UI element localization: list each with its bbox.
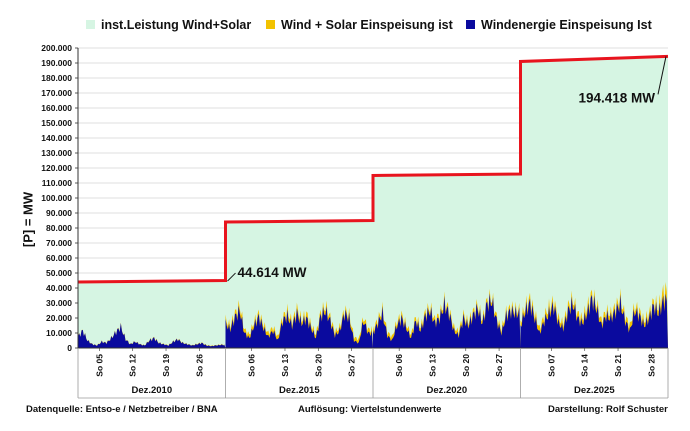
annotations: 44.614 MW 194.418 MW — [227, 56, 667, 282]
series-wind-0 — [78, 323, 226, 348]
y-tick-label: 40.000 — [46, 283, 72, 293]
y-tick-label: 60.000 — [46, 253, 72, 263]
x-tick-label: So 13 — [280, 354, 290, 377]
series-wind-3 — [520, 293, 668, 348]
y-tick-label: 100.000 — [41, 193, 72, 203]
y-tick-label: 180.000 — [41, 73, 72, 83]
x-period-label: Dez.2020 — [426, 385, 467, 396]
y-tick-label: 190.000 — [41, 58, 72, 68]
x-period-label: Dez.2015 — [279, 385, 320, 396]
series-wind-1 — [225, 305, 373, 348]
y-tick-label: 200.000 — [41, 43, 72, 53]
x-tick-label: So 05 — [94, 354, 104, 377]
y-tick-label: 90.000 — [46, 208, 72, 218]
x-tick-label: So 27 — [494, 354, 504, 377]
x-tick-label: So 06 — [394, 354, 404, 377]
x-tick-label: So 20 — [313, 354, 323, 377]
x-tick-label: So 19 — [161, 354, 171, 377]
legend-label-wind-solar: Wind + Solar Einspeisung ist — [281, 18, 453, 32]
legend-swatch-wind-solar — [266, 20, 275, 29]
y-tick-label: 50.000 — [46, 268, 72, 278]
x-tick-label: So 20 — [461, 354, 471, 377]
x-period-label: Dez.2010 — [131, 385, 172, 396]
x-period-label: Dez.2025 — [574, 385, 615, 396]
annotation-capacity-2010: 44.614 MW — [238, 265, 307, 280]
capacity-line-group — [77, 54, 669, 284]
annotation-leader — [657, 56, 667, 95]
y-axis-label: [P] = MW — [20, 191, 36, 248]
footer-source: Datenquelle: Entso-e / Netzbetreiber / B… — [26, 404, 218, 415]
annotation-leader — [227, 272, 236, 282]
x-tick-label: So 26 — [194, 354, 204, 377]
y-tick-label: 140.000 — [41, 133, 72, 143]
y-tick-label: 70.000 — [46, 238, 72, 248]
x-tick-label: So 13 — [428, 354, 438, 377]
legend-item-capacity: inst.Leistung Wind+Solar — [86, 18, 251, 32]
y-tick-label: 30.000 — [46, 298, 72, 308]
y-tick-label: 150.000 — [41, 118, 72, 128]
capacity-line — [77, 54, 669, 284]
x-tick-label: So 12 — [128, 354, 138, 377]
legend-swatch-wind — [466, 20, 475, 29]
legend-label-capacity: inst.Leistung Wind+Solar — [101, 18, 252, 32]
y-tick-label: 160.000 — [41, 103, 72, 113]
y-tick-label: 80.000 — [46, 223, 72, 233]
x-tick-label: So 14 — [580, 354, 590, 377]
footer-author: Darstellung: Rolf Schuster — [548, 404, 668, 415]
y-tick-label: 110.000 — [42, 178, 73, 188]
x-tick-label: So 27 — [347, 354, 357, 377]
legend-swatch-capacity — [86, 20, 95, 29]
y-tick-label: 0 — [67, 343, 72, 353]
x-tick-label: So 28 — [646, 354, 656, 377]
x-tick-label: So 21 — [613, 354, 623, 377]
annotation-capacity-2025: 194.418 MW — [578, 90, 655, 105]
axes — [75, 47, 669, 399]
y-tick-labels: 0 10.000 20.000 30.000 40.000 50.000 60.000 70.… — [41, 43, 72, 353]
y-tick-label: 10.000 — [46, 328, 72, 338]
footer-resolution: Auflösung: Viertelstundenwerte — [298, 404, 442, 415]
y-tick-label: 120.000 — [41, 163, 72, 173]
series-wind-2 — [373, 293, 521, 348]
y-tick-label: 170.000 — [41, 88, 72, 98]
y-tick-label: 20.000 — [46, 313, 72, 323]
legend-item-wind: Windenergie Einspeisung Ist — [466, 18, 652, 32]
x-tick-label: So 06 — [247, 354, 257, 377]
legend-label-wind: Windenergie Einspeisung Ist — [481, 18, 652, 32]
x-tick-labels: So 05 So 12 So 19 So 26 Dez.2010 So 06 So 13 So… — [94, 354, 656, 396]
legend-item-wind-solar: Wind + Solar Einspeisung ist — [266, 18, 453, 32]
y-tick-label: 130.000 — [41, 148, 72, 158]
x-tick-label: So 07 — [546, 354, 556, 377]
